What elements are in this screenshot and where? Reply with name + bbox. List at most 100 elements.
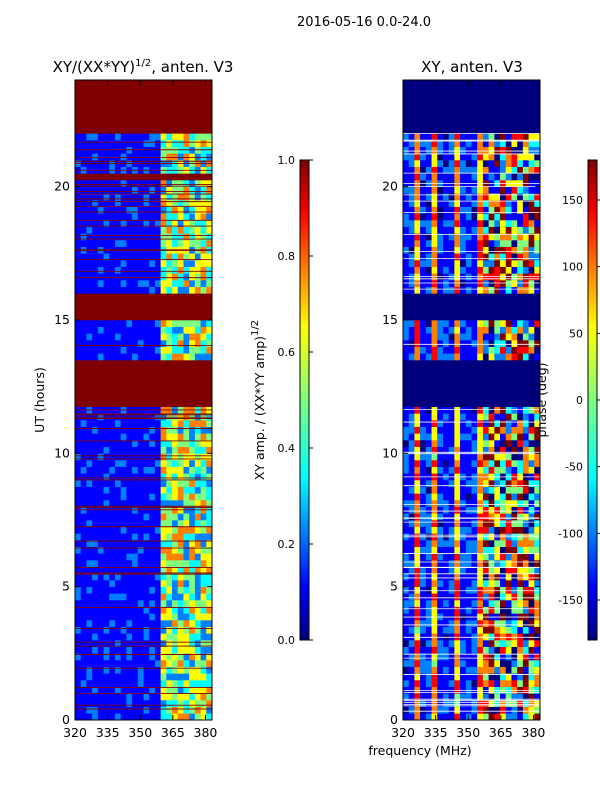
heatmap-cell <box>477 253 484 261</box>
heatmap-cell <box>80 566 87 574</box>
heatmap-cell <box>132 606 139 614</box>
heatmap-cell <box>408 506 415 514</box>
heatmap-cell <box>448 653 455 661</box>
heatmap-cell <box>132 666 139 674</box>
heatmap-cell <box>137 180 144 187</box>
heatmap-cell <box>431 546 438 554</box>
heatmap-cell <box>86 600 93 607</box>
heatmap-cell <box>160 606 167 614</box>
heatmap-cell <box>500 680 507 687</box>
heatmap-cell <box>132 220 139 227</box>
heatmap-cell <box>465 693 472 701</box>
heatmap-cell <box>154 320 161 327</box>
heatmap-cell <box>200 646 207 654</box>
heatmap-cell <box>420 433 427 441</box>
heatmap-cell <box>505 206 512 214</box>
heatmap-cell <box>534 633 541 641</box>
heatmap-cell <box>80 213 87 221</box>
heatmap-cell <box>465 220 472 227</box>
heatmap-cell <box>408 500 415 507</box>
heatmap-cell <box>160 660 167 667</box>
heatmap-cell <box>97 653 104 661</box>
heatmap-cell <box>172 686 179 694</box>
heatmap-cell <box>143 333 150 341</box>
heatmap-cell <box>517 213 524 221</box>
heatmap-cell <box>471 593 478 601</box>
heatmap-cell <box>92 633 99 641</box>
heatmap-cell <box>200 260 207 267</box>
heatmap-cell <box>177 573 184 581</box>
heatmap-cell <box>200 593 207 601</box>
heatmap-cell <box>425 173 432 181</box>
heatmap-cell <box>414 233 421 241</box>
heatmap-cell <box>408 666 415 674</box>
heatmap-cell <box>420 353 427 361</box>
heatmap-cell <box>132 593 139 601</box>
heatmap-cell <box>206 546 213 554</box>
heatmap-cell <box>505 560 512 567</box>
heatmap-cell <box>482 453 489 461</box>
heatmap-cell <box>137 260 144 267</box>
heatmap-cell <box>505 620 512 627</box>
heatmap-cell <box>183 266 190 274</box>
heatmap-cell <box>403 673 410 681</box>
heatmap-cell <box>137 620 144 627</box>
heatmap-cell <box>126 613 133 621</box>
heatmap-cell <box>200 240 207 247</box>
heatmap-cell <box>194 486 201 494</box>
heatmap-cell <box>92 333 99 341</box>
heatmap-cell <box>200 426 207 434</box>
heatmap-cell <box>154 546 161 554</box>
heatmap-cell <box>172 486 179 494</box>
heatmap-cell <box>494 420 501 427</box>
heatmap-cell <box>92 240 99 247</box>
heatmap-cell <box>460 620 467 627</box>
heatmap-cell <box>92 226 99 234</box>
heatmap-cell <box>534 653 541 661</box>
heatmap-cell <box>528 573 535 581</box>
heatmap-cell <box>414 260 421 267</box>
heatmap-cell <box>149 700 156 707</box>
heatmap-cell <box>75 593 82 601</box>
heatmap-cell <box>442 440 449 447</box>
heatmap-cell <box>425 646 432 654</box>
heatmap-cell <box>482 440 489 447</box>
heatmap-cell <box>126 680 133 687</box>
heatmap-cell <box>92 340 99 347</box>
heatmap-cell <box>488 673 495 681</box>
heatmap-cell <box>132 420 139 427</box>
heatmap-cell <box>442 226 449 234</box>
heatmap-cell <box>149 253 156 261</box>
heatmap-cell <box>114 513 121 521</box>
heatmap-cell <box>92 680 99 687</box>
heatmap-cell <box>183 426 190 434</box>
heatmap-cell <box>143 260 150 267</box>
heatmap-cell <box>471 440 478 447</box>
heatmap-cell <box>442 640 449 647</box>
heatmap-cell <box>160 593 167 601</box>
heatmap-cell <box>109 560 116 567</box>
heatmap-cell <box>408 346 415 354</box>
heatmap-cell <box>80 333 87 341</box>
heatmap-cell <box>425 440 432 447</box>
heatmap-cell <box>500 620 507 627</box>
heatmap-cell <box>494 573 501 581</box>
heatmap-cell <box>120 220 127 227</box>
heatmap-cell <box>177 233 184 241</box>
heatmap-cell <box>454 666 461 674</box>
heatmap-cell <box>431 226 438 234</box>
heatmap-cell <box>194 326 201 334</box>
heatmap-cell <box>511 666 518 674</box>
heatmap-cell <box>534 433 541 441</box>
heatmap-cell <box>460 546 467 554</box>
heatmap-cell <box>183 700 190 707</box>
heatmap-cell <box>477 520 484 527</box>
heatmap-cell <box>403 566 410 574</box>
heatmap-cell <box>189 686 196 694</box>
heatmap-cell <box>460 133 467 141</box>
heatmap-cell <box>189 486 196 494</box>
heatmap-cell <box>97 340 104 347</box>
heatmap-cell <box>431 673 438 681</box>
heatmap-cell <box>132 540 139 547</box>
heatmap-cell <box>482 500 489 507</box>
